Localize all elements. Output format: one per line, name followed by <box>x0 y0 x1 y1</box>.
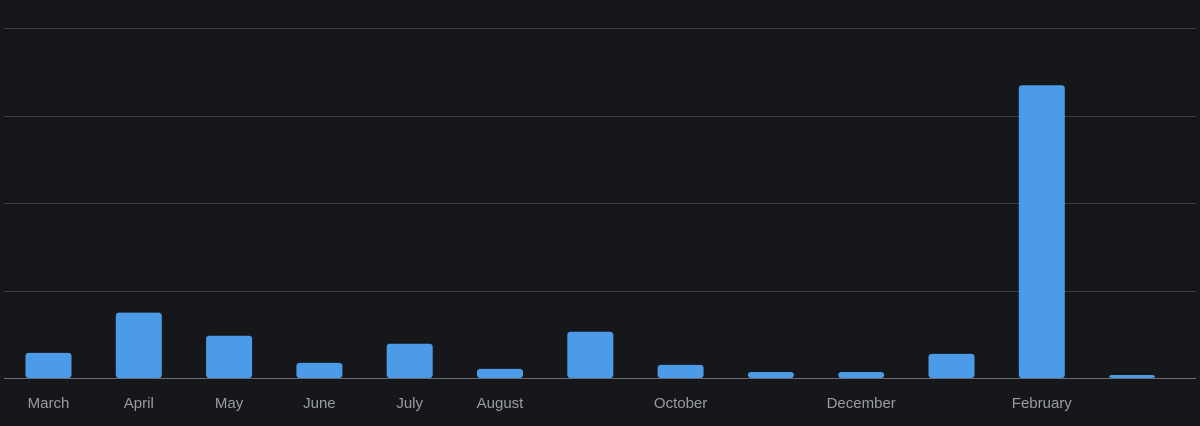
x-tick-label: May <box>215 395 244 412</box>
bar-unlabeled-9[interactable] <box>747 372 794 378</box>
x-tick-label: October <box>654 395 707 412</box>
x-tick-label: February <box>1012 395 1073 412</box>
x-tick-label: April <box>124 395 154 412</box>
bar-march[interactable] <box>25 352 72 378</box>
grid-layer <box>4 28 1196 379</box>
x-tick-label: July <box>396 395 423 412</box>
bar-february[interactable] <box>1018 85 1065 379</box>
x-tick-label: August <box>477 395 525 412</box>
bar-july[interactable] <box>386 343 433 378</box>
x-axis-labels: March April May June July August October Decemb… <box>28 395 1073 412</box>
bar-august[interactable] <box>477 368 523 378</box>
bar-unlabeled-11[interactable] <box>928 353 975 378</box>
x-tick-label: June <box>303 395 336 412</box>
x-tick-label: December <box>827 395 896 412</box>
bar-layer <box>25 85 1156 379</box>
bar-unlabeled-7[interactable] <box>567 331 614 378</box>
bar-april[interactable] <box>115 312 162 378</box>
bar-unlabeled-13[interactable] <box>1109 375 1156 378</box>
x-tick-label: March <box>28 395 70 412</box>
bar-may[interactable] <box>206 335 253 378</box>
bar-december[interactable] <box>838 372 885 378</box>
bar-june[interactable] <box>296 362 343 378</box>
bar-october[interactable] <box>657 364 704 378</box>
